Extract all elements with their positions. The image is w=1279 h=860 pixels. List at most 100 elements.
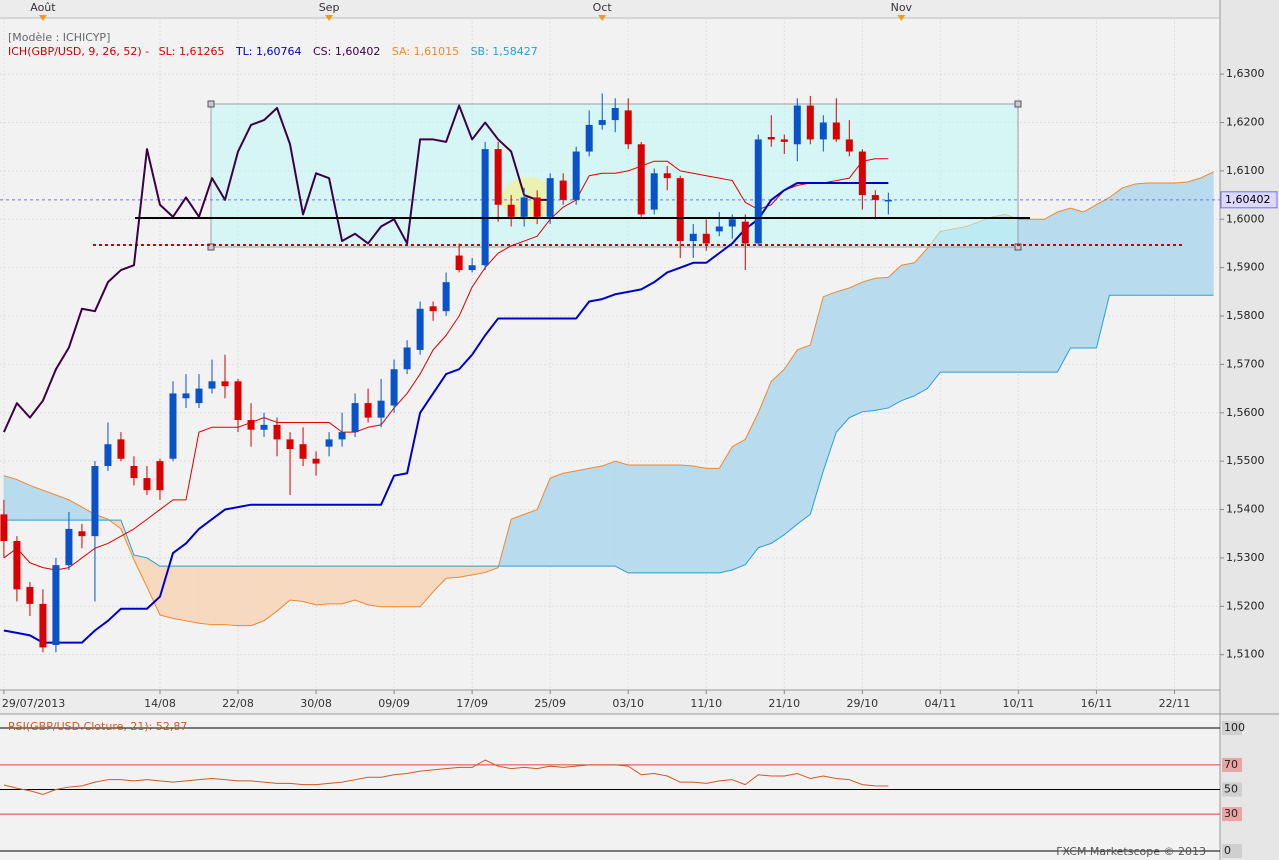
candle-body xyxy=(0,514,8,541)
legend-entry: SB: 1,58427 xyxy=(471,45,538,58)
candle-body xyxy=(260,424,268,430)
candle-body xyxy=(585,124,593,152)
cloud-fill xyxy=(211,565,226,625)
candle-body xyxy=(650,173,658,210)
candle-body xyxy=(468,265,476,271)
y-tick-label: 1,6100 xyxy=(1226,164,1265,177)
candle-body xyxy=(429,306,437,312)
candle-body xyxy=(767,137,775,140)
cloud-fill xyxy=(354,565,369,606)
cloud-fill xyxy=(732,438,746,571)
candle-body xyxy=(793,105,801,145)
candle-body xyxy=(520,197,528,217)
candle-body xyxy=(273,424,281,440)
candle-body xyxy=(299,444,307,459)
candle-body xyxy=(845,139,853,152)
cloud xyxy=(3,171,1214,627)
candle-body xyxy=(143,478,151,491)
candle-body xyxy=(351,403,359,433)
x-tick-label: 10/11 xyxy=(1003,697,1035,710)
candle-body xyxy=(26,586,34,604)
rsi-tick-box xyxy=(1222,757,1242,772)
candle-body xyxy=(455,255,463,271)
candle-body xyxy=(338,432,346,440)
cloud-fill xyxy=(1109,187,1123,296)
cloud-fill xyxy=(901,262,915,402)
cloud-fill xyxy=(888,264,902,409)
cloud-fill xyxy=(692,465,707,574)
y-tick-label: 1,5200 xyxy=(1226,599,1265,612)
cloud-fill xyxy=(1174,181,1188,296)
candle-body xyxy=(286,439,294,450)
candle-body xyxy=(871,195,879,200)
indicator-line xyxy=(2,104,551,433)
candle-body xyxy=(507,204,515,217)
cloud-fill xyxy=(1057,207,1071,373)
rsi-tick-box xyxy=(1222,721,1242,736)
cloud-fill xyxy=(367,565,382,608)
cloud-fill xyxy=(1187,177,1201,296)
date-strip xyxy=(0,690,1220,714)
y-tick-label: 1,5600 xyxy=(1226,406,1265,419)
cloud-fill xyxy=(849,281,863,419)
cloud-fill xyxy=(1200,171,1214,296)
candle-body xyxy=(715,226,723,232)
candle-body xyxy=(533,197,541,217)
cloud-fill xyxy=(523,509,538,567)
cloud-fill xyxy=(666,464,681,574)
legend-entry: SL: 1,61265 xyxy=(159,45,225,58)
candle-body xyxy=(546,178,554,217)
candle-body xyxy=(754,139,762,244)
cloud-fill xyxy=(1070,207,1084,349)
cloud-fill xyxy=(679,464,694,574)
cloud-fill xyxy=(406,565,421,608)
legend-entry: SA: 1,61015 xyxy=(392,45,459,58)
candle-body xyxy=(182,393,190,399)
y-tick-label: 1,5500 xyxy=(1226,454,1265,467)
rsi-tick-label: 100 xyxy=(1224,721,1245,734)
y-tick-label: 1,5100 xyxy=(1226,648,1265,661)
drawings xyxy=(93,100,1185,251)
cloud-fill xyxy=(771,368,785,544)
cloud-fill xyxy=(705,468,720,574)
candle-body xyxy=(676,178,684,242)
x-tick-label: 21/10 xyxy=(768,697,800,710)
cloud-fill xyxy=(237,565,252,626)
candles xyxy=(0,93,892,653)
month-strip xyxy=(0,0,1220,18)
y-tick-label: 1,6300 xyxy=(1226,67,1265,80)
x-tick-label: 09/09 xyxy=(378,697,410,710)
cloud-fill xyxy=(16,479,31,521)
candle-body xyxy=(78,531,86,537)
candle-body xyxy=(481,149,489,266)
candle-body xyxy=(364,403,372,418)
x-tick-label: 30/08 xyxy=(300,697,332,710)
cloud-fill xyxy=(445,565,460,579)
cloud-fill xyxy=(940,228,954,373)
candle-body xyxy=(377,400,385,418)
x-tick-label: 22/08 xyxy=(222,697,254,710)
indicator-line xyxy=(3,158,889,571)
month-label: Oct xyxy=(593,1,613,14)
candle-body xyxy=(65,528,73,566)
candle-body xyxy=(156,461,164,491)
y-tick-label: 1,6000 xyxy=(1226,212,1265,225)
legend-entry: TL: 1,60764 xyxy=(235,45,302,58)
cloud-fill xyxy=(224,565,239,626)
cloud-fill xyxy=(198,565,213,625)
cloud-fill xyxy=(250,565,265,627)
cloud-fill xyxy=(185,565,200,624)
cloud-fill xyxy=(1083,204,1097,349)
cloud-fill xyxy=(784,349,798,536)
candle-body xyxy=(819,122,827,140)
cloud-fill xyxy=(562,470,577,567)
candle-body xyxy=(442,282,450,312)
candle-body xyxy=(494,149,502,205)
cloud-fill xyxy=(172,565,187,622)
cloud-fill xyxy=(549,472,564,567)
handle xyxy=(1014,100,1022,108)
candle-body xyxy=(780,139,788,142)
candle-body xyxy=(728,219,736,227)
